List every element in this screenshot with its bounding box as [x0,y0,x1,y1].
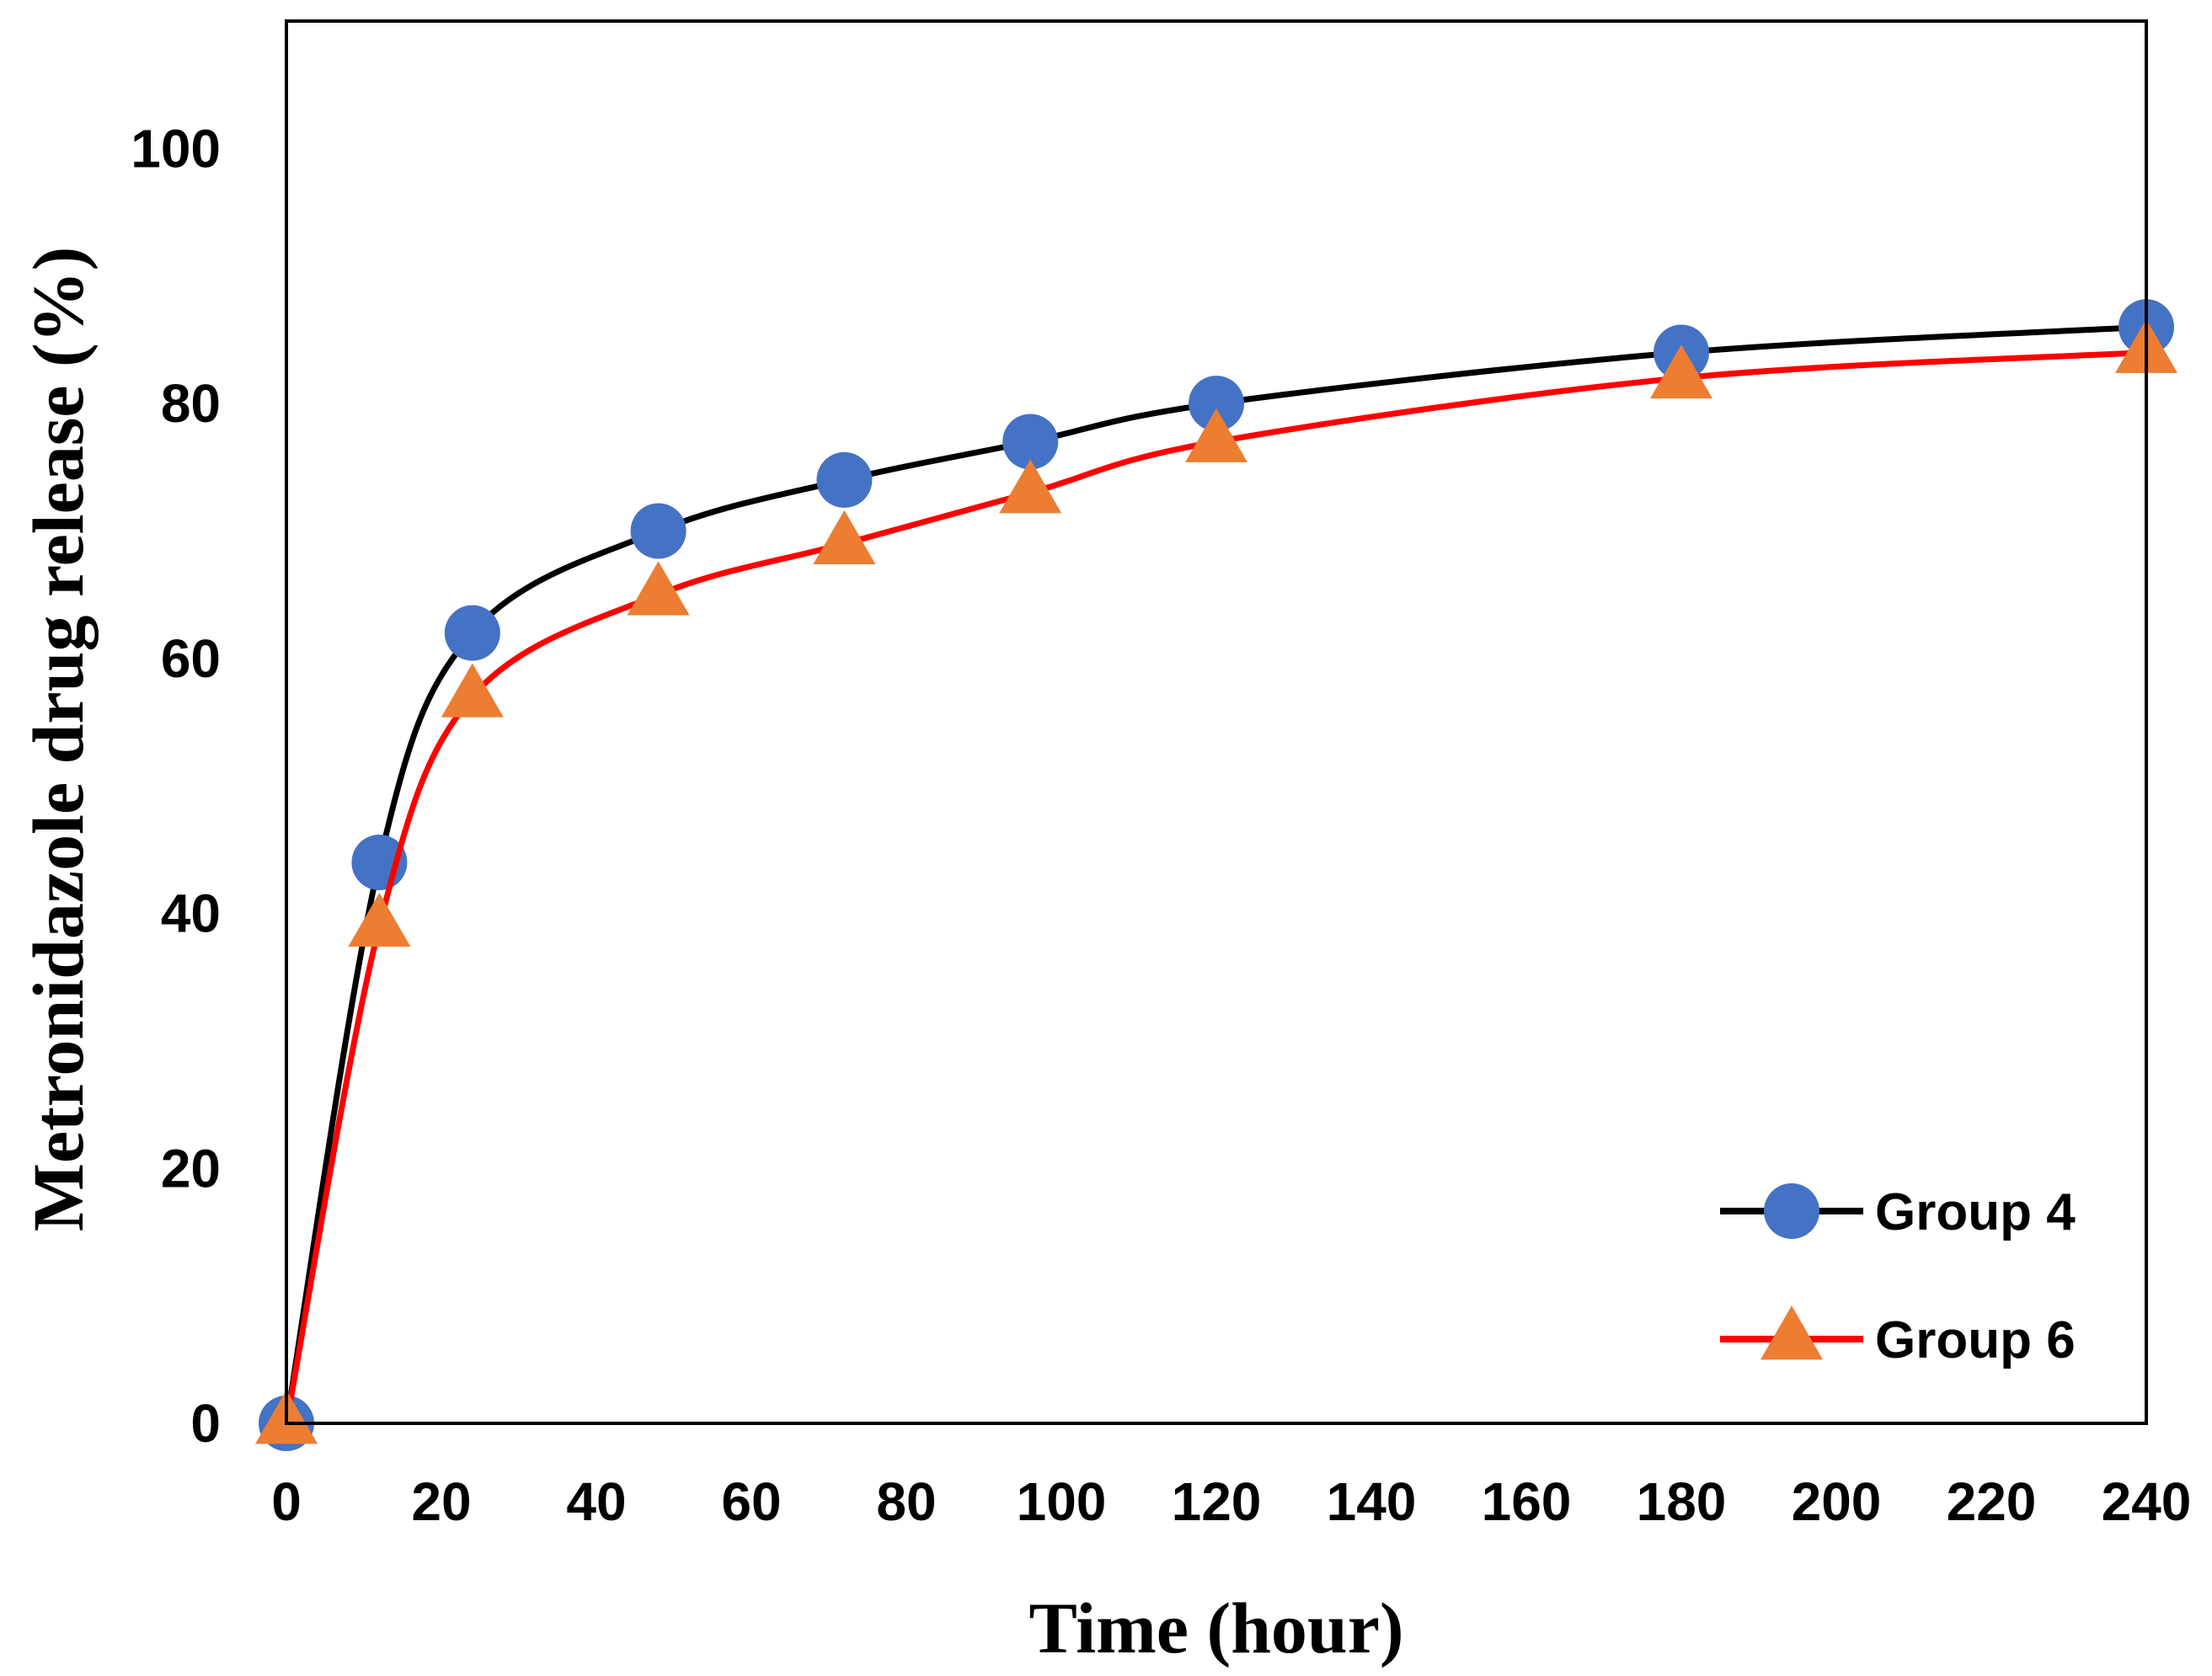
x-axis-title: Time (hour) [1029,1588,1403,1668]
legend-item: Group 4 [1720,1183,2076,1241]
x-tick-label: 160 [1482,1471,1572,1532]
data-point-circle [1189,376,1244,432]
data-point-circle [444,605,500,661]
plot-area-frame [285,19,2148,1425]
data-point-triangle [627,561,690,616]
data-point-triangle [999,459,1062,514]
data-point-circle [1002,414,1059,470]
legend-circle-marker [1764,1183,1819,1239]
data-point-circle [816,451,873,508]
data-point-triangle [1650,344,1712,399]
x-tick-label: 60 [721,1471,781,1532]
legend-triangle-marker [1761,1305,1823,1360]
x-tick-label: 40 [566,1471,626,1532]
x-tick-label: 200 [1792,1471,1882,1532]
y-tick-label: 0 [190,1393,221,1454]
data-point-triangle [348,892,411,947]
y-tick-label: 60 [161,628,221,689]
x-tick-label: 0 [271,1471,302,1532]
data-point-triangle [1185,408,1248,462]
y-tick-label: 80 [161,373,221,434]
x-tick-label: 80 [876,1471,936,1532]
data-point-circle [630,503,687,559]
data-point-triangle [813,510,876,564]
data-point-triangle [441,663,504,718]
y-tick-label: 100 [131,118,221,179]
series-group-6 [255,318,2177,1444]
legend-label: Group 4 [1875,1183,2076,1241]
x-tick-label: 120 [1172,1471,1262,1532]
legend-item: Group 6 [1720,1305,2076,1369]
x-axis-ticks: 0 20 40 60 80 100 120 140 160 180 200 220 240 [271,1471,2191,1532]
legend-label: Group 6 [1875,1311,2076,1369]
series-group-4 [259,299,2174,1451]
x-tick-label: 20 [411,1471,471,1532]
x-tick-label: 140 [1327,1471,1417,1532]
series-layer [255,299,2177,1451]
y-axis-title: Metronidazole drug release (%) [18,247,99,1231]
x-tick-label: 220 [1947,1471,2037,1532]
x-tick-label: 240 [2102,1471,2192,1532]
legend: Group 4 Group 6 [1720,1183,2076,1369]
x-tick-label: 100 [1017,1471,1107,1532]
y-tick-label: 40 [161,883,221,944]
series-line [283,350,2150,1427]
x-tick-label: 180 [1637,1471,1727,1532]
series-line [283,323,2150,1427]
y-axis-ticks: 0 20 40 60 80 100 [131,118,221,1454]
y-tick-label: 20 [161,1138,221,1198]
